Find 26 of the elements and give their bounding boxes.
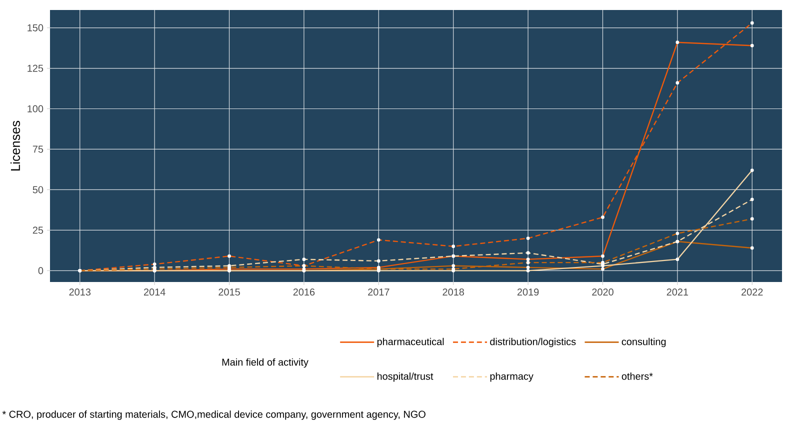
x-tick-label: 2016 (293, 288, 315, 296)
legend-label: consulting (622, 338, 666, 348)
x-tick-label: 2015 (218, 288, 240, 296)
x-tick-label: 2018 (442, 288, 464, 296)
x-tick-label: 2014 (144, 288, 166, 296)
x-tick-label: 2020 (592, 288, 614, 296)
legend-label: pharmaceutical (377, 338, 444, 348)
y-tick-label: 125 (28, 64, 44, 72)
y-tick-label: 100 (28, 105, 44, 112)
x-tick-label: 2022 (742, 288, 763, 296)
text: * CRO, producer of starting materials, CMO,medical device company, government agency, NGO (2, 410, 426, 420)
x-tick-label: 2021 (666, 288, 688, 296)
legend-label: distribution/logistics (490, 338, 576, 348)
legend-title: Main field of activity (222, 358, 308, 368)
y-tick-label: 150 (28, 24, 44, 32)
y-tick-label: 75 (32, 146, 44, 153)
y-tick-label: 50 (32, 186, 44, 194)
y-tick-label: 0 (38, 267, 44, 274)
legend-label: others* (622, 372, 653, 380)
legend-label: hospital/trust (377, 372, 434, 382)
y-tick-label: 25 (32, 226, 44, 234)
y-axis-title: Licenses (10, 120, 20, 170)
x-tick-label: 2017 (368, 288, 390, 296)
x-tick-label: 2019 (517, 288, 539, 296)
legend-label: pharmacy (490, 372, 534, 382)
x-tick-label: 2013 (69, 288, 91, 296)
